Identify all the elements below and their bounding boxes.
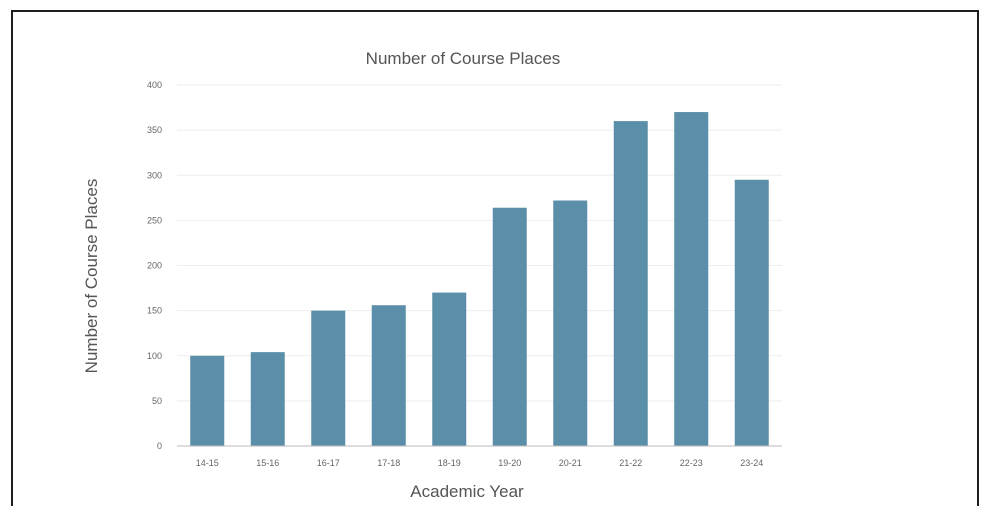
x-tick-label: 17-18 xyxy=(377,458,400,468)
y-tick-label: 400 xyxy=(147,80,162,90)
x-axis-ticks: 14-15 15-16 16-17 17-18 18-19 19-20 20-21 21-22… xyxy=(196,458,764,468)
y-tick-label: 250 xyxy=(147,215,162,225)
x-tick-label: 21-22 xyxy=(619,458,642,468)
bar-17-18 xyxy=(371,305,406,446)
bar-19-20 xyxy=(492,207,527,446)
bar-22-23 xyxy=(674,112,709,446)
bar-23-24 xyxy=(734,179,769,446)
bar-20-21 xyxy=(553,200,588,446)
x-tick-label: 19-20 xyxy=(498,458,521,468)
bar-16-17 xyxy=(311,310,346,446)
bar-18-19 xyxy=(432,292,467,446)
y-tick-label: 150 xyxy=(147,306,162,316)
x-tick-label: 14-15 xyxy=(196,458,219,468)
y-tick-label: 350 xyxy=(147,125,162,135)
bar-15-16 xyxy=(250,352,285,446)
bars xyxy=(190,112,769,446)
x-tick-label: 15-16 xyxy=(256,458,279,468)
y-tick-label: 50 xyxy=(152,396,162,406)
y-axis-title: Number of Course Places xyxy=(82,179,101,374)
bar-21-22 xyxy=(613,121,648,446)
chart-frame xyxy=(11,10,979,506)
x-tick-label: 16-17 xyxy=(317,458,340,468)
x-axis-title: Academic Year xyxy=(410,482,524,501)
y-tick-label: 200 xyxy=(147,261,162,271)
bar-14-15 xyxy=(190,355,225,446)
y-tick-label: 300 xyxy=(147,170,162,180)
x-tick-label: 18-19 xyxy=(438,458,461,468)
x-tick-label: 23-24 xyxy=(740,458,763,468)
chart-title: Number of Course Places xyxy=(366,49,561,68)
x-tick-label: 20-21 xyxy=(559,458,582,468)
y-axis-ticks: 0 50 100 150 200 250 300 350 400 xyxy=(147,80,162,451)
y-tick-label: 100 xyxy=(147,351,162,361)
x-tick-label: 22-23 xyxy=(680,458,703,468)
y-tick-label: 0 xyxy=(157,441,162,451)
